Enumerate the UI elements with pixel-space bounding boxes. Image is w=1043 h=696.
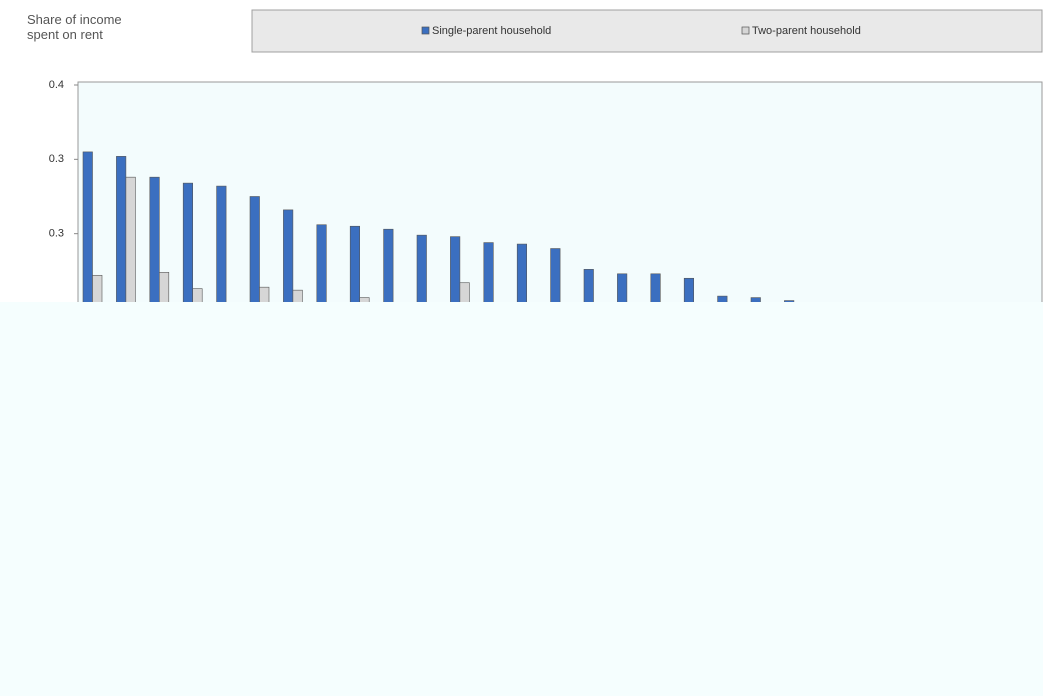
y-tick-label: 0.4 (49, 79, 64, 91)
bar (416, 234, 427, 309)
bar (149, 176, 160, 309)
bar (249, 196, 260, 309)
bar (550, 248, 561, 309)
y-axis-label: Share of income spent on rent (27, 12, 122, 42)
bar (82, 151, 93, 309)
y-tick-label: 0.3 (49, 228, 64, 240)
legend-label: Two-parent household (752, 25, 861, 37)
bar (349, 225, 361, 309)
bar (116, 156, 127, 309)
y-tick-label: 0.3 (49, 153, 64, 165)
legend-swatch (421, 26, 430, 35)
bar (383, 228, 394, 309)
bar (483, 242, 494, 309)
bar (125, 176, 136, 309)
bar (316, 224, 327, 309)
blank-region (0, 302, 1043, 696)
bar (283, 209, 294, 309)
bar (182, 182, 193, 309)
legend-box (251, 9, 1043, 53)
legend-swatch (741, 26, 750, 35)
legend-label: Single-parent household (432, 25, 551, 37)
bar (516, 243, 528, 309)
bar (450, 236, 461, 309)
bar (216, 185, 227, 309)
